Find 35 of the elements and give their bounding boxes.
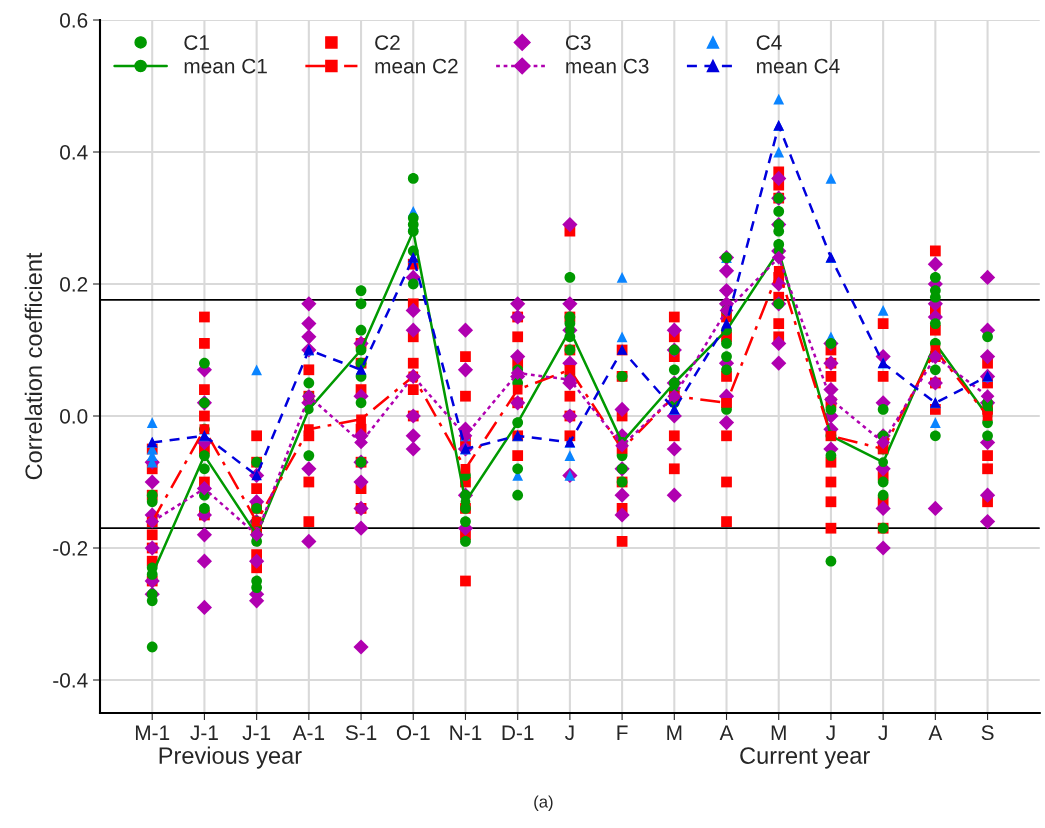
y-tick-label: -0.4 [53,673,88,688]
x-tick-label: S-1 [345,725,377,741]
x-tick-label: M [667,725,682,740]
legend-label: mean C4 [757,58,840,74]
y-tick-label: 0.0 [60,409,88,424]
x-tick-label: F [617,725,628,740]
x-tick-label: M [771,725,786,740]
text: Previous year [159,746,302,769]
x-tick-label: J [826,725,835,741]
x-tick-label: D-1 [502,725,534,740]
x-tick-label: J [878,725,887,741]
x-tick-label: J-1 [242,725,271,741]
legend-label: C4 [756,35,782,50]
y-tick-label: -0.2 [53,541,88,556]
x-tick-label: S [981,725,994,741]
x-tick-label: O-1 [396,725,430,741]
text: Current year [740,747,870,769]
legend-label: C2 [375,35,400,50]
legend-label: mean C2 [375,58,458,74]
x-tick-label: N-1 [450,725,482,740]
legend-label: mean C3 [566,58,649,74]
y-tick-label: 0.6 [60,13,88,28]
x-tick-label: A-1 [292,725,325,740]
text: (a) [534,795,553,811]
x-tick-label: J [565,725,574,741]
x-tick-label: J-1 [190,725,218,741]
x-tick-label: M-1 [135,725,170,740]
y-tick-label: 0.2 [60,277,88,292]
legend-label: C3 [565,35,591,50]
x-tick-label: A [719,725,734,740]
legend-label: C1 [184,35,209,50]
y-tick-label: 0.4 [60,145,88,160]
x-tick-label: A [928,725,943,740]
legend-label: mean C1 [184,58,267,74]
y-axis-title: Correlation coefficient [24,252,43,480]
